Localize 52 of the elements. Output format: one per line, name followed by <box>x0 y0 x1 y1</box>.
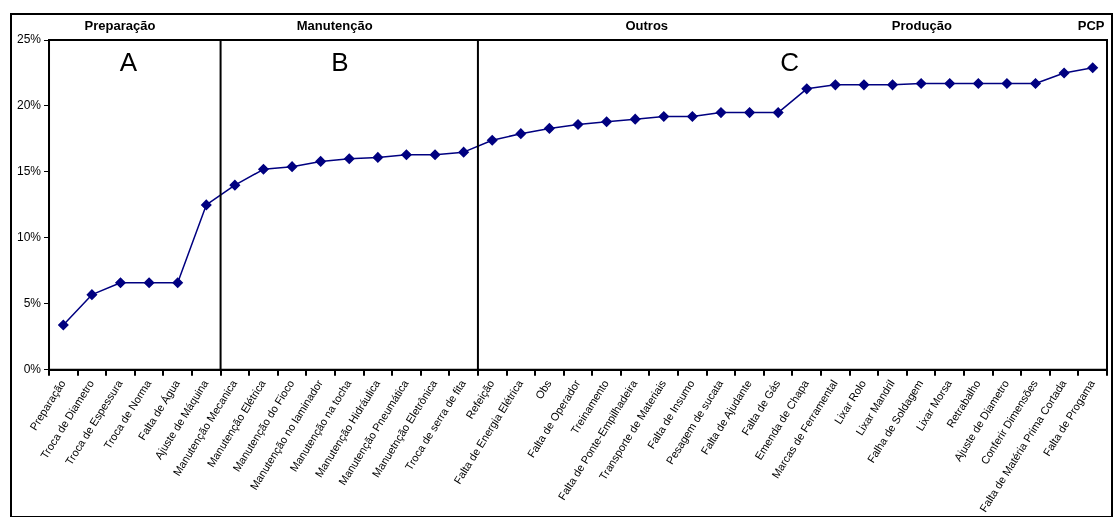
point <box>344 153 355 164</box>
point <box>687 111 698 122</box>
point <box>801 83 813 95</box>
point <box>572 119 584 130</box>
point <box>658 111 670 122</box>
text: Produção <box>891 17 952 33</box>
y-tick-label: 15% <box>16 164 42 179</box>
y-tick-label: 25% <box>16 32 42 47</box>
y-tick-label: 10% <box>16 230 42 245</box>
point <box>887 79 898 91</box>
point <box>973 78 984 89</box>
point <box>772 107 784 118</box>
point <box>944 78 955 89</box>
point <box>601 116 612 128</box>
text: PCP <box>1077 17 1105 33</box>
point <box>858 79 870 91</box>
point <box>258 164 269 175</box>
point <box>458 146 469 158</box>
point <box>372 152 384 163</box>
point <box>143 277 155 289</box>
text: Preparação <box>84 17 156 33</box>
text: Manutenção <box>296 17 373 33</box>
x-tick-label: Obs <box>532 377 554 402</box>
point <box>629 113 641 125</box>
point <box>229 179 241 191</box>
point <box>429 149 441 161</box>
point <box>315 156 326 167</box>
y-tick-label: 20% <box>16 98 42 113</box>
point <box>715 107 727 118</box>
point <box>515 128 527 139</box>
point <box>401 149 412 161</box>
point <box>172 277 183 289</box>
point <box>1030 78 1041 89</box>
y-tick-label: 5% <box>23 296 42 311</box>
y-tick-label: 0% <box>23 362 42 377</box>
point <box>201 199 212 211</box>
point <box>486 135 498 146</box>
point <box>86 289 98 300</box>
point <box>1001 78 1013 89</box>
point <box>915 78 927 89</box>
point <box>1058 67 1070 79</box>
annotation: A <box>119 47 138 78</box>
text: Outros <box>625 17 669 33</box>
point <box>830 79 841 91</box>
point <box>544 123 555 134</box>
annotation: B <box>331 47 349 78</box>
point <box>1087 62 1098 73</box>
point <box>58 319 69 331</box>
point <box>115 277 126 289</box>
point <box>286 161 298 172</box>
point <box>744 107 755 118</box>
annotation: C <box>780 47 799 78</box>
